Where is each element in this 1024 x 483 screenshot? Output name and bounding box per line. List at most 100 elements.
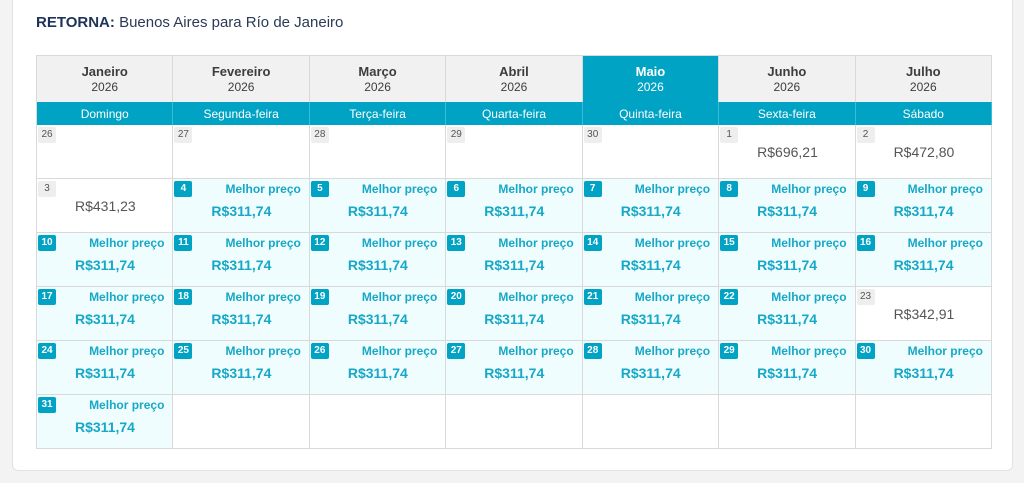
best-price-tag: Melhor preço xyxy=(225,182,301,196)
best-price-tag: Melhor preço xyxy=(634,290,711,304)
day-number: 16 xyxy=(856,235,875,251)
best-price-tag: Melhor preço xyxy=(225,344,301,358)
month-tab[interactable]: Maio 2026 xyxy=(582,56,720,102)
month-name: Julho xyxy=(905,64,941,79)
day-number: 9 xyxy=(856,181,875,197)
day-cell[interactable]: 4 Melhor preço R$311,74 xyxy=(173,179,310,233)
month-tab[interactable]: Janeiro 2026 xyxy=(37,56,174,102)
best-price-tag: Melhor preço xyxy=(361,344,438,358)
day-cell[interactable]: 5 Melhor preço R$311,74 xyxy=(309,179,447,233)
day-price: R$311,74 xyxy=(347,311,408,327)
day-number: 25 xyxy=(174,343,193,359)
day-number: 5 xyxy=(310,181,329,197)
day-cell[interactable]: 13 Melhor preço R$311,74 xyxy=(446,233,583,287)
day-price: R$311,74 xyxy=(484,257,545,273)
day-price: R$311,74 xyxy=(757,365,818,381)
day-number: 15 xyxy=(720,235,739,251)
day-price: R$311,74 xyxy=(893,203,954,219)
day-number: 29 xyxy=(447,127,466,143)
best-price-tag: Melhor preço xyxy=(907,182,983,196)
month-year: 2026 xyxy=(637,80,664,94)
day-cell[interactable]: 7 Melhor preço R$311,74 xyxy=(582,179,720,233)
day-number: 26 xyxy=(310,343,329,359)
day-price: R$311,74 xyxy=(757,203,818,219)
day-cell[interactable]: 21 Melhor preço R$311,74 xyxy=(582,287,720,341)
day-number: 30 xyxy=(583,127,602,143)
day-number: 20 xyxy=(447,289,466,305)
day-cell[interactable]: 11 Melhor preço R$311,74 xyxy=(173,233,310,287)
best-price-tag: Melhor preço xyxy=(361,236,438,250)
day-number: 12 xyxy=(310,235,329,251)
best-price-tag: Melhor preço xyxy=(907,236,983,250)
best-price-tag: Melhor preço xyxy=(907,344,983,358)
day-price: R$311,74 xyxy=(211,257,272,273)
day-cell[interactable]: 1 R$696,21 xyxy=(719,125,856,179)
day-price: R$311,74 xyxy=(893,365,954,381)
day-cell[interactable]: 15 Melhor preço R$311,74 xyxy=(719,233,856,287)
best-price-tag: Melhor preço xyxy=(361,290,438,304)
best-price-tag: Melhor preço xyxy=(771,182,847,196)
best-price-tag: Melhor preço xyxy=(771,344,847,358)
day-cell[interactable]: 19 Melhor preço R$311,74 xyxy=(309,287,447,341)
day-price: R$311,74 xyxy=(757,257,818,273)
day-number: 28 xyxy=(310,127,329,143)
day-cell[interactable]: 24 Melhor preço R$311,74 xyxy=(37,341,174,395)
day-cell[interactable]: 31 Melhor preço R$311,74 xyxy=(37,395,174,449)
day-cell[interactable]: 3 R$431,23 xyxy=(37,179,174,233)
month-tab[interactable]: Fevereiro 2026 xyxy=(173,56,310,102)
day-number: 3 xyxy=(38,181,56,197)
price-calendar: Janeiro 2026 Fevereiro 2026 Março 2026 Abril 20… xyxy=(36,55,992,449)
month-name: Maio xyxy=(635,64,666,79)
day-cell[interactable]: 2 R$472,80 xyxy=(855,125,992,179)
month-tab[interactable]: Julho 2026 xyxy=(855,56,992,102)
day-cell[interactable]: 8 Melhor preço R$311,74 xyxy=(719,179,856,233)
day-cell[interactable]: 20 Melhor preço R$311,74 xyxy=(446,287,583,341)
day-number: 11 xyxy=(174,235,193,251)
month-tab[interactable]: Junho 2026 xyxy=(719,56,856,102)
day-price: R$311,74 xyxy=(620,203,681,219)
day-cell: 29 xyxy=(446,125,583,179)
day-cell[interactable]: 10 Melhor preço R$311,74 xyxy=(37,233,174,287)
day-cell[interactable]: 16 Melhor preço R$311,74 xyxy=(855,233,992,287)
best-price-tag: Melhor preço xyxy=(634,236,711,250)
day-price: R$431,23 xyxy=(75,198,136,214)
month-year: 2026 xyxy=(227,80,255,94)
day-price: R$311,74 xyxy=(75,365,135,381)
day-cell[interactable]: 22 Melhor preço R$311,74 xyxy=(719,287,856,341)
day-number: 27 xyxy=(174,127,193,143)
day-cell[interactable]: 29 Melhor preço R$311,74 xyxy=(719,341,856,395)
day-cell[interactable]: 26 Melhor preço R$311,74 xyxy=(309,341,447,395)
month-tab[interactable]: Março 2026 xyxy=(309,56,447,102)
empty-cell xyxy=(719,395,856,449)
return-label: RETORNA: xyxy=(36,14,115,31)
day-price: R$311,74 xyxy=(211,203,272,219)
day-cell[interactable]: 18 Melhor preço R$311,74 xyxy=(173,287,310,341)
day-cell: 27 xyxy=(173,125,310,179)
day-cell[interactable]: 14 Melhor preço R$311,74 xyxy=(582,233,720,287)
day-cell[interactable]: 30 Melhor preço R$311,74 xyxy=(855,341,992,395)
empty-cell xyxy=(446,395,583,449)
day-cell: 28 xyxy=(309,125,447,179)
day-cell[interactable]: 6 Melhor preço R$311,74 xyxy=(446,179,583,233)
day-cell[interactable]: 17 Melhor preço R$311,74 xyxy=(37,287,174,341)
month-tab[interactable]: Abril 2026 xyxy=(446,56,583,102)
best-price-tag: Melhor preço xyxy=(225,236,301,250)
day-cell[interactable]: 28 Melhor preço R$311,74 xyxy=(582,341,720,395)
day-number: 21 xyxy=(583,289,602,305)
day-price: R$311,74 xyxy=(620,311,681,327)
day-cell[interactable]: 25 Melhor preço R$311,74 xyxy=(173,341,310,395)
month-year: 2026 xyxy=(773,80,801,94)
day-number: 13 xyxy=(447,235,466,251)
day-number: 2 xyxy=(856,127,875,143)
best-price-tag: Melhor preço xyxy=(634,182,711,196)
best-price-tag: Melhor preço xyxy=(634,344,711,358)
day-cell[interactable]: 23 R$342,91 xyxy=(855,287,992,341)
day-cell[interactable]: 27 Melhor preço R$311,74 xyxy=(446,341,583,395)
day-cell[interactable]: 12 Melhor preço R$311,74 xyxy=(309,233,447,287)
month-name: Janeiro xyxy=(81,64,128,79)
best-price-tag: Melhor preço xyxy=(771,236,847,250)
day-price: R$311,74 xyxy=(484,203,545,219)
best-price-tag: Melhor preço xyxy=(89,236,165,250)
day-cell[interactable]: 9 Melhor preço R$311,74 xyxy=(855,179,992,233)
day-price: R$311,74 xyxy=(620,365,681,381)
